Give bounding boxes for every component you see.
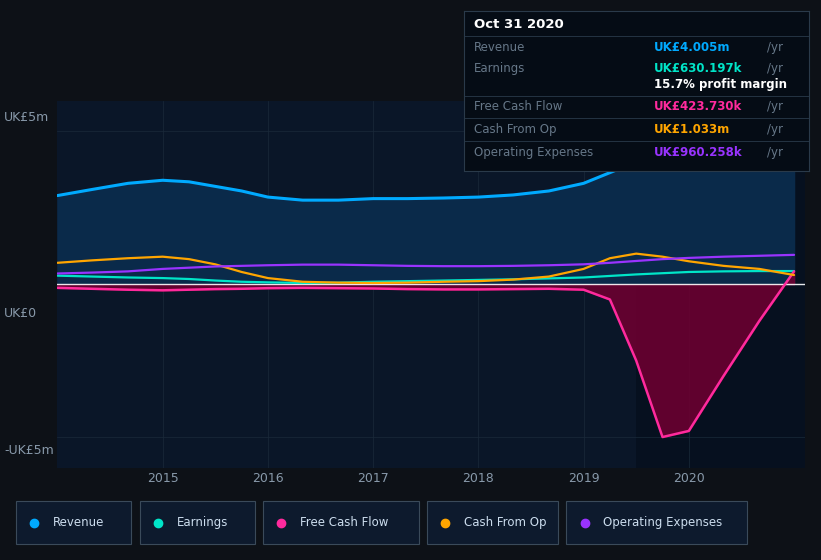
Text: Operating Expenses: Operating Expenses xyxy=(603,516,722,529)
Text: UK£1.033m: UK£1.033m xyxy=(654,123,730,136)
Text: /yr: /yr xyxy=(768,146,783,159)
FancyBboxPatch shape xyxy=(566,501,747,544)
Text: UK£960.258k: UK£960.258k xyxy=(654,146,742,159)
Text: Earnings: Earnings xyxy=(177,516,228,529)
Text: Free Cash Flow: Free Cash Flow xyxy=(300,516,388,529)
Text: Revenue: Revenue xyxy=(475,41,525,54)
Text: Earnings: Earnings xyxy=(475,62,525,74)
FancyBboxPatch shape xyxy=(427,501,558,544)
Text: Cash From Op: Cash From Op xyxy=(475,123,557,136)
Text: Oct 31 2020: Oct 31 2020 xyxy=(475,18,564,31)
Text: Operating Expenses: Operating Expenses xyxy=(475,146,594,159)
Text: /yr: /yr xyxy=(768,123,783,136)
FancyBboxPatch shape xyxy=(263,501,419,544)
Text: UK£423.730k: UK£423.730k xyxy=(654,100,741,114)
Text: -UK£5m: -UK£5m xyxy=(4,444,54,458)
Text: /yr: /yr xyxy=(768,41,783,54)
Text: Revenue: Revenue xyxy=(53,516,105,529)
Bar xyxy=(636,101,815,468)
Text: UK£0: UK£0 xyxy=(4,307,37,320)
Text: /yr: /yr xyxy=(768,100,783,114)
FancyBboxPatch shape xyxy=(16,501,131,544)
Text: UK£5m: UK£5m xyxy=(4,111,49,124)
Text: 15.7% profit margin: 15.7% profit margin xyxy=(654,78,787,91)
Text: UK£4.005m: UK£4.005m xyxy=(654,41,730,54)
Text: Cash From Op: Cash From Op xyxy=(464,516,546,529)
Text: UK£630.197k: UK£630.197k xyxy=(654,62,742,74)
FancyBboxPatch shape xyxy=(140,501,255,544)
Text: Free Cash Flow: Free Cash Flow xyxy=(475,100,562,114)
Text: /yr: /yr xyxy=(768,62,783,74)
